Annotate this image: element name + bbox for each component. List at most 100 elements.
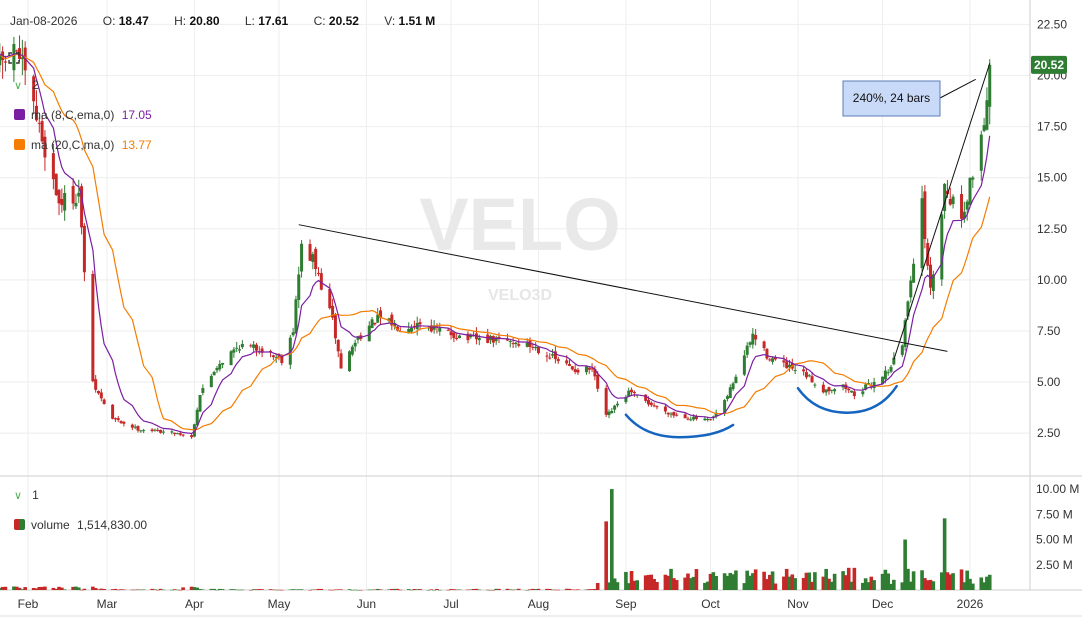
volume-bar	[229, 589, 233, 590]
volume-swatch	[14, 519, 25, 530]
candle-body	[477, 337, 481, 341]
candle-body	[339, 353, 343, 369]
volume-bar	[291, 589, 295, 590]
candle-body	[553, 351, 557, 360]
volume-bar	[477, 589, 482, 591]
candle-body	[178, 433, 182, 435]
volume-bar	[923, 578, 927, 590]
volume-bar	[813, 572, 817, 590]
volume-bar	[294, 589, 298, 590]
candle-body	[568, 364, 572, 366]
price-pane-collapse[interactable]: ∨ 2	[14, 78, 39, 92]
legend-ma20[interactable]: ma (20,C,ma,0) 13.77	[14, 138, 152, 152]
candle-body	[596, 374, 600, 389]
candle-body	[892, 357, 896, 365]
legend-volume[interactable]: volume 1,514,830.00	[14, 518, 147, 532]
candle-body	[60, 199, 64, 206]
volume-pane-collapse[interactable]: ∨ 1	[14, 488, 39, 502]
candle-body	[170, 431, 174, 433]
legend-ma8[interactable]: ma (8,C,ema,0) 17.05	[14, 108, 152, 122]
expand-icon[interactable]	[8, 52, 20, 64]
candle-body	[573, 369, 577, 372]
candle-body	[277, 354, 281, 358]
candle-body	[627, 390, 631, 397]
volume-bar	[209, 588, 214, 590]
candle-body	[308, 244, 312, 261]
volume-bar	[920, 570, 924, 590]
candle-body	[99, 392, 103, 399]
open-value: 18.47	[118, 14, 149, 28]
grid-lines	[0, 0, 1030, 590]
volume-bar	[770, 571, 775, 590]
candle-body	[551, 354, 555, 356]
price-axis: 2.505.007.5010.0012.5015.0017.5020.0022.…	[1037, 17, 1067, 440]
candle-body	[12, 43, 16, 71]
volume-bar	[722, 573, 727, 590]
volume-bar	[567, 588, 572, 590]
candle-body	[367, 325, 371, 342]
volume-bar	[60, 587, 64, 590]
volume-bar	[110, 589, 115, 590]
volume-bar	[852, 567, 857, 590]
volume-tick-label: 10.00 M	[1036, 482, 1079, 496]
volume-bar	[801, 577, 806, 590]
measure-line	[893, 63, 991, 360]
candle-body	[491, 335, 495, 343]
volume-bar	[339, 589, 343, 590]
volume-bar	[536, 588, 541, 590]
volume-bar	[753, 569, 758, 590]
volume-bar	[406, 589, 411, 590]
candle-body	[960, 194, 964, 219]
candle-body	[429, 325, 433, 332]
candle-body	[249, 345, 253, 347]
volume-bar	[133, 589, 137, 591]
chevron-down-icon[interactable]: ∨	[14, 80, 23, 92]
candle-body	[962, 211, 966, 219]
candle-body	[74, 202, 78, 207]
chevron-down-icon[interactable]: ∨	[14, 490, 23, 502]
time-tick-label: Jul	[443, 597, 458, 611]
volume-bar	[683, 577, 687, 590]
candle-body	[77, 192, 81, 197]
volume-bar	[136, 589, 140, 590]
candle-body	[672, 411, 676, 416]
candle-body	[852, 391, 856, 397]
volume-bar	[220, 589, 225, 590]
volume-bar	[880, 573, 885, 590]
candle-body	[565, 360, 569, 364]
volume-tick-label: 5.00 M	[1036, 533, 1073, 547]
candle-body	[751, 333, 755, 345]
volume-bar	[886, 573, 891, 590]
candle-body	[260, 348, 264, 353]
volume-bar	[494, 588, 498, 590]
candle-body	[153, 429, 157, 431]
volume-bar	[141, 589, 146, 590]
candle-body	[0, 54, 2, 66]
candle-body	[111, 404, 115, 419]
candle-body	[333, 315, 337, 339]
candle-body	[353, 342, 357, 347]
candle-body	[570, 366, 574, 370]
candle-body	[212, 371, 216, 376]
candle-body	[102, 399, 106, 404]
candle-body	[328, 289, 332, 309]
candle-body	[291, 332, 295, 336]
candle-body	[982, 125, 986, 131]
volume-bar	[889, 583, 893, 590]
candle-body	[209, 375, 213, 388]
volume-bar	[748, 575, 752, 590]
candle-body	[34, 105, 38, 121]
time-tick-label: May	[268, 597, 291, 611]
candle-body	[940, 214, 944, 280]
candle-body	[3, 61, 7, 63]
volume-bar	[866, 582, 871, 590]
candle-body	[173, 432, 177, 434]
volume-bar	[787, 576, 792, 590]
candle-body	[466, 333, 470, 341]
volume-bar	[122, 589, 126, 590]
candle-body	[556, 358, 560, 362]
volume-bar	[466, 589, 470, 591]
volume-bar	[158, 588, 163, 590]
